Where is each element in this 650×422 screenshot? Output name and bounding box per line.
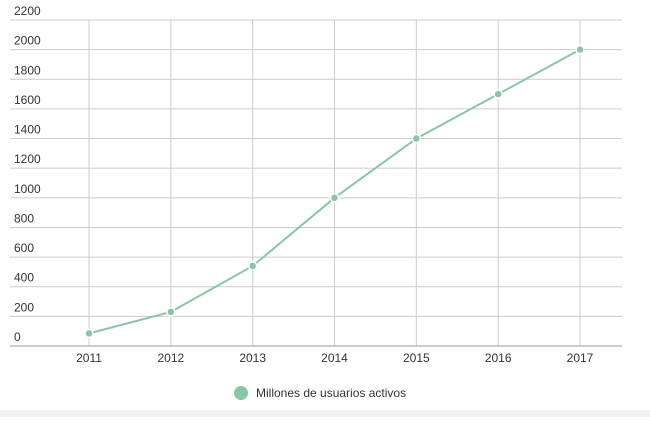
y-tick-label: 200 — [14, 300, 34, 314]
data-point — [166, 307, 176, 317]
series-layer — [84, 44, 585, 339]
x-tick-label: 2016 — [485, 351, 512, 365]
data-point — [411, 133, 422, 144]
y-tick-label: 1600 — [14, 93, 41, 107]
x-tick-label: 2017 — [567, 351, 594, 365]
y-tick-label: 600 — [14, 241, 34, 255]
x-tick-label: 2013 — [239, 351, 266, 365]
y-tick-label: 0 — [14, 330, 21, 344]
grid-layer — [10, 19, 622, 346]
y-tick-label: 1800 — [14, 63, 41, 77]
legend-label: Millones de usuarios activos — [256, 386, 406, 400]
footer-band — [0, 410, 650, 417]
legend-marker — [234, 386, 248, 400]
data-point — [329, 193, 340, 203]
data-point — [493, 89, 503, 99]
y-tick-label: 800 — [14, 211, 34, 225]
data-point — [247, 261, 258, 271]
x-tick-label: 2015 — [403, 351, 430, 365]
y-tick-label: 2200 — [14, 4, 41, 18]
y-tick-label: 1000 — [14, 182, 41, 196]
x-tick-label: 2012 — [157, 351, 184, 365]
legend: Millones de usuarios activos — [0, 386, 650, 417]
data-point — [575, 44, 585, 55]
x-tick-label: 2014 — [321, 351, 348, 365]
y-tick-label: 1400 — [14, 123, 41, 137]
y-tick-label: 400 — [14, 271, 34, 285]
y-tick-label: 1200 — [14, 152, 41, 166]
x-tick-label: 2011 — [76, 351, 102, 365]
axis-layer: 0 200 400 600 800 1000 1200 1400 1600 1800 2000 220… — [10, 4, 622, 365]
y-tick-label: 2000 — [14, 34, 41, 48]
data-point — [84, 328, 94, 339]
